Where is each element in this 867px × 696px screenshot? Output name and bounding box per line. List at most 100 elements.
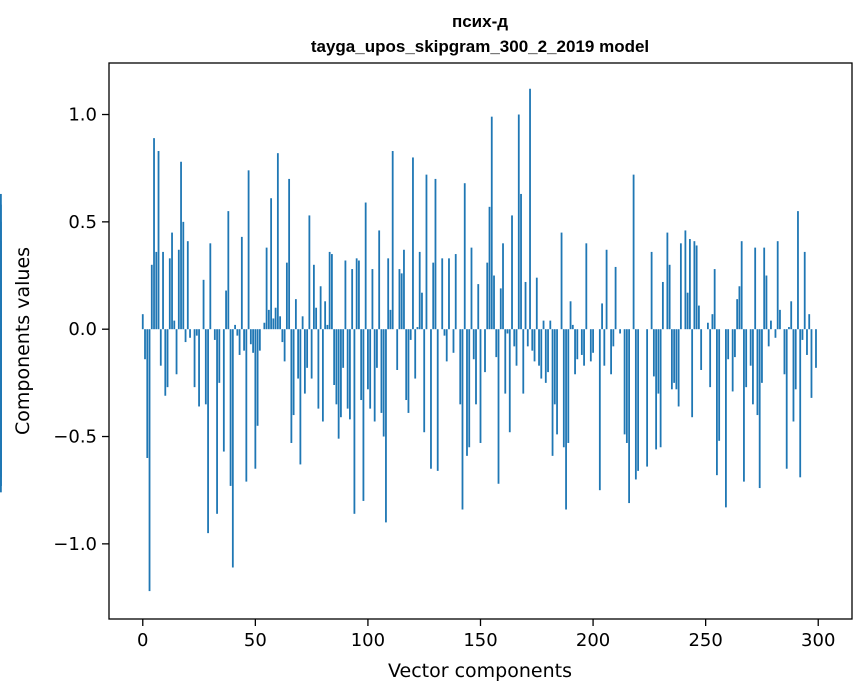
bar — [213, 329, 216, 340]
bar — [711, 314, 714, 330]
bar — [364, 202, 367, 330]
x-tick-label: 150 — [463, 630, 497, 651]
bar — [227, 211, 230, 330]
bar — [657, 329, 660, 394]
y-tick-label: 0.0 — [68, 319, 97, 340]
bar — [279, 316, 282, 330]
bar — [472, 329, 475, 360]
bar — [560, 232, 563, 330]
bar — [258, 329, 261, 351]
bar — [477, 284, 480, 330]
bar — [752, 329, 754, 405]
bar — [504, 329, 507, 394]
bar — [360, 329, 363, 401]
bar — [301, 316, 304, 330]
bar — [288, 178, 291, 330]
bar — [788, 327, 790, 330]
bar — [423, 329, 426, 433]
bar — [549, 320, 552, 330]
bar — [535, 277, 538, 330]
y-tick-label: 1.0 — [68, 105, 97, 126]
bar — [189, 329, 191, 338]
bar — [0, 329, 2, 476]
bar — [758, 329, 761, 489]
bar — [614, 266, 617, 330]
bar — [344, 260, 347, 330]
x-tick-label: 50 — [244, 630, 267, 651]
bar — [209, 243, 212, 330]
bar — [511, 215, 513, 330]
bar — [576, 329, 579, 360]
bar — [267, 309, 270, 330]
x-tick-label: 200 — [576, 630, 610, 651]
bar — [567, 329, 570, 443]
bar — [276, 153, 279, 330]
bar — [734, 329, 736, 358]
bar — [589, 329, 592, 362]
bar — [666, 232, 669, 330]
bar — [452, 329, 455, 353]
bar — [204, 329, 207, 405]
bar — [400, 273, 403, 330]
bar — [414, 329, 417, 379]
bar — [281, 329, 284, 343]
bar — [202, 279, 205, 330]
bar — [625, 329, 628, 443]
bar — [340, 329, 342, 418]
bar — [182, 221, 185, 330]
bar — [484, 329, 486, 373]
bar — [497, 329, 500, 484]
bar — [571, 324, 574, 330]
bar — [612, 329, 615, 347]
bar — [619, 329, 621, 334]
bar — [141, 314, 144, 330]
bar — [351, 269, 354, 330]
bar — [382, 329, 385, 437]
bar — [412, 157, 414, 330]
bar — [459, 329, 462, 405]
bar — [533, 329, 536, 362]
bar — [432, 262, 435, 330]
bar — [661, 281, 664, 330]
bar — [808, 314, 811, 330]
y-tick-label: 0.5 — [68, 212, 97, 233]
bar — [756, 329, 759, 416]
x-tick-label: 250 — [688, 630, 722, 651]
x-axis: 0 50 100 150 200 250 300 — [137, 619, 835, 651]
bar — [164, 329, 167, 396]
bar — [159, 329, 162, 366]
bar — [486, 262, 489, 330]
bar — [574, 329, 576, 375]
bar — [207, 329, 209, 534]
bar — [328, 251, 331, 330]
bar — [675, 329, 678, 390]
bar — [349, 329, 351, 420]
bar — [270, 198, 273, 330]
bar — [186, 241, 189, 330]
bar — [468, 329, 471, 448]
bar — [738, 286, 741, 330]
bar — [767, 329, 770, 347]
bar — [598, 329, 601, 491]
bar — [243, 329, 245, 351]
bar — [810, 329, 813, 398]
bar — [551, 329, 554, 456]
bar — [520, 193, 522, 330]
bar — [785, 329, 788, 469]
bar — [522, 329, 525, 394]
bar — [380, 329, 383, 413]
bar — [499, 288, 502, 330]
bar — [725, 329, 727, 508]
bar — [299, 329, 302, 465]
bar — [562, 329, 565, 448]
bar — [794, 329, 797, 390]
bar — [218, 329, 221, 383]
bar — [421, 292, 423, 330]
bar — [430, 329, 432, 469]
bar — [646, 329, 649, 467]
chart-subtitle: tayga_upos_skipgram_300_2_2019 model — [311, 37, 649, 56]
bar — [583, 329, 585, 366]
bar — [378, 230, 381, 330]
bar — [148, 329, 151, 592]
bar — [538, 329, 540, 366]
